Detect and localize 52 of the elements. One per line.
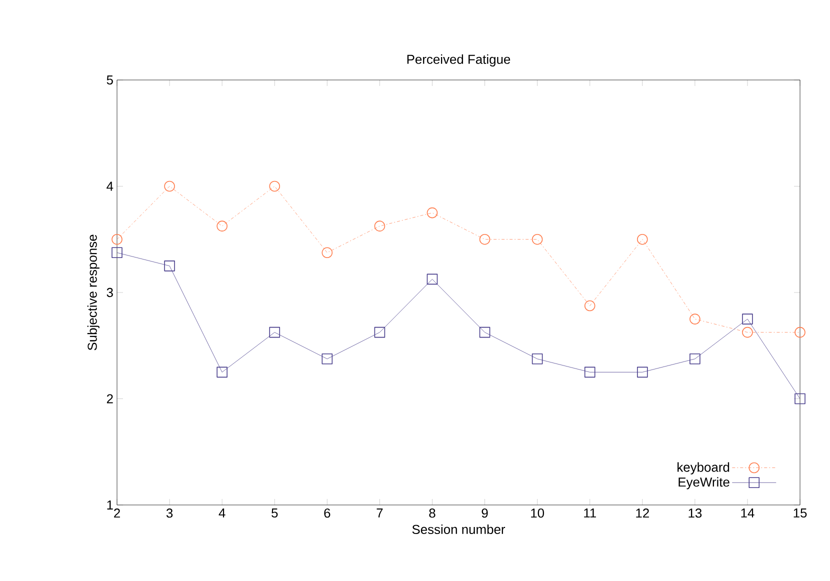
y-axis-title: Subjective response [87,234,100,350]
point [426,274,438,285]
x-tick-label: 5 [272,508,278,518]
point [479,326,490,338]
point [532,353,543,364]
point [584,300,596,312]
point [479,234,490,245]
x-tick-label: 10 [531,508,544,518]
point [216,366,228,378]
x-axis-title: Session number [412,524,506,534]
x-tick-label: 8 [429,508,436,518]
point [690,353,700,364]
point [374,220,386,232]
x-tick-label: 15 [794,508,807,518]
point [532,234,543,245]
point [322,247,333,258]
point [374,326,386,338]
point [426,207,438,218]
x-tick-label: 11 [584,508,596,518]
point [794,393,806,404]
point [742,314,753,324]
point [322,353,333,364]
y-tick-label: 4 [106,182,114,191]
point [742,326,753,338]
x-tick-label: 12 [636,508,649,518]
point [112,247,122,258]
chart-title: Perceived Fatigue [407,54,510,66]
x-tick-label: 3 [166,508,173,518]
point [164,180,175,192]
point [636,234,648,245]
point [269,326,280,338]
point [794,326,806,338]
point [112,234,122,245]
point [584,366,596,378]
y-tick-label: 5 [106,75,113,84]
x-tick-label: 13 [688,508,702,518]
x-tick-label: 14 [741,508,754,518]
x-tick-label: 6 [324,508,330,518]
x-tick-label: 2 [114,508,120,518]
legend-label: EyeWrite [678,477,730,490]
point [269,180,280,192]
point [690,314,700,324]
y-tick-label: 1 [107,500,113,510]
point [164,260,175,272]
y-tick-label: 2 [106,394,113,404]
y-tick-label: 3 [106,288,113,298]
x-tick-label: 7 [376,508,383,518]
legend-label: keyboard [678,462,730,474]
x-tick-label: 4 [218,508,226,518]
x-tick-label: 9 [482,508,488,518]
point [636,366,648,378]
point [216,220,228,232]
